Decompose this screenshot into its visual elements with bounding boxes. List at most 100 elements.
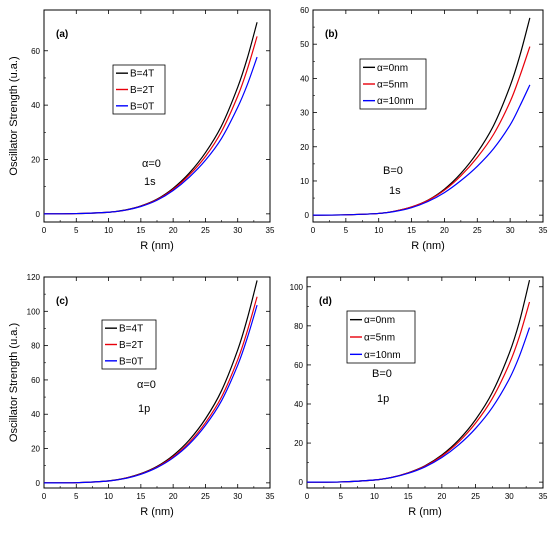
x-tick-label: 15: [136, 492, 145, 501]
panel-label: (a): [56, 29, 68, 40]
x-tick-label: 20: [169, 492, 178, 501]
y-tick-label: 0: [36, 479, 41, 488]
annotation: 1s: [144, 176, 156, 188]
series-line-2: [312, 84, 531, 216]
y-tick-label: 50: [300, 40, 309, 49]
x-tick-label: 25: [473, 226, 482, 235]
y-tick-label: 30: [300, 109, 309, 118]
y-tick-label: 100: [290, 283, 304, 292]
x-tick-label: 15: [407, 226, 416, 235]
plot-frame: [43, 9, 271, 223]
chart-panel-0: 0 5 10 15 20 25 30 35 0 20 40 60 R (nm) Oscillator St…: [8, 9, 275, 252]
y-tick-label: 60: [294, 361, 303, 370]
y-tick-label: 60: [300, 6, 309, 15]
x-tick-label: 5: [74, 492, 79, 501]
legend-entry: B=2T: [119, 340, 143, 351]
x-tick-label: 5: [338, 492, 343, 501]
x-tick-label: 0: [311, 226, 316, 235]
x-tick-label: 10: [104, 492, 113, 501]
panel-label: (d): [319, 296, 332, 307]
y-tick-label: 40: [31, 101, 40, 110]
x-tick-label: 35: [266, 226, 275, 235]
x-tick-label: 10: [374, 226, 383, 235]
y-tick-label: 0: [36, 210, 41, 219]
annotation: 1p: [377, 393, 389, 405]
panel-label: (c): [56, 296, 68, 307]
x-tick-label: 25: [201, 492, 210, 501]
y-axis-label: Oscillator Strength (u.a.): [8, 323, 20, 442]
legend-entry: α=0nm: [377, 63, 408, 74]
plot-frame: [312, 9, 544, 223]
x-tick-label: 35: [539, 226, 548, 235]
y-tick-label: 0: [305, 211, 310, 220]
x-tick-label: 30: [233, 226, 242, 235]
x-tick-label: 0: [42, 226, 47, 235]
legend-entry: B=2T: [130, 85, 154, 96]
legend: α=0nm α=5nm α=10nm: [359, 58, 427, 110]
legend: α=0nm α=5nm α=10nm: [346, 310, 416, 364]
series-line-2: [43, 56, 258, 215]
y-tick-label: 20: [31, 445, 40, 454]
annotation: α=0: [142, 158, 161, 170]
x-tick-label: 5: [74, 226, 79, 235]
x-tick-label: 20: [169, 226, 178, 235]
legend-entry: α=10nm: [377, 96, 414, 107]
x-tick-label: 0: [42, 492, 47, 501]
chart-panel-3: 0 5 10 15 20 25 30 35 0 20 40 60 80 100 R (nm) (d) α=0nm…: [290, 276, 548, 518]
series-line-2: [43, 304, 258, 484]
y-tick-label: 60: [31, 376, 40, 385]
legend-entry: α=5nm: [364, 333, 395, 344]
x-tick-label: 25: [471, 492, 480, 501]
series-line-1: [306, 301, 531, 483]
legend-entry: B=0T: [119, 356, 143, 367]
y-tick-label: 40: [31, 410, 40, 419]
x-tick-label: 20: [437, 492, 446, 501]
annotation: α=0: [137, 379, 156, 391]
x-tick-label: 10: [370, 492, 379, 501]
series-line-0: [312, 17, 531, 216]
annotation: 1p: [138, 403, 150, 415]
y-tick-label: 100: [27, 307, 41, 316]
x-tick-label: 10: [104, 226, 113, 235]
series-line-0: [306, 279, 531, 483]
annotation: B=0: [372, 368, 392, 380]
x-axis-label: R (nm): [140, 240, 174, 252]
legend: B=4T B=2T B=0T: [101, 319, 157, 370]
annotation: 1s: [389, 185, 401, 197]
x-tick-label: 35: [266, 492, 275, 501]
x-tick-label: 30: [505, 492, 514, 501]
chart-panel-2: 0 5 10 15 20 25 30 35 0 20 40 60 80 100 120 R (nm) Oscil…: [8, 273, 275, 518]
y-tick-label: 40: [294, 400, 303, 409]
x-tick-label: 15: [404, 492, 413, 501]
legend: B=4T B=2T B=0T: [112, 64, 166, 115]
x-tick-label: 25: [201, 226, 210, 235]
y-tick-label: 10: [300, 177, 309, 186]
x-axis-label: R (nm): [411, 240, 445, 252]
y-tick-label: 80: [31, 342, 40, 351]
series-line-2: [306, 327, 531, 483]
y-tick-label: 20: [31, 155, 40, 164]
x-axis-label: R (nm): [140, 506, 174, 518]
legend-entry: α=10nm: [364, 350, 401, 361]
y-tick-label: 40: [300, 74, 309, 83]
y-tick-label: 60: [31, 47, 40, 56]
legend-entry: B=4T: [130, 69, 154, 80]
x-tick-label: 20: [440, 226, 449, 235]
legend-entry: α=5nm: [377, 80, 408, 91]
annotation: B=0: [383, 165, 403, 177]
x-tick-label: 30: [233, 492, 242, 501]
x-axis-label: R (nm): [408, 506, 442, 518]
y-tick-label: 80: [294, 322, 303, 331]
y-tick-label: 20: [300, 143, 309, 152]
legend-entry: α=0nm: [364, 315, 395, 326]
y-tick-label: 120: [27, 273, 41, 282]
x-tick-label: 30: [506, 226, 515, 235]
x-tick-label: 5: [344, 226, 349, 235]
legend-entry: B=0T: [130, 101, 154, 112]
panel-label: (b): [325, 29, 338, 40]
y-axis-label: Oscillator Strength (u.a.): [8, 56, 20, 175]
x-tick-label: 0: [305, 492, 310, 501]
x-tick-label: 35: [539, 492, 548, 501]
chart-panel-1: 0 5 10 15 20 25 30 35 0 10 20 30 40 50 60 R (nm) (b) α=0n…: [300, 6, 548, 252]
